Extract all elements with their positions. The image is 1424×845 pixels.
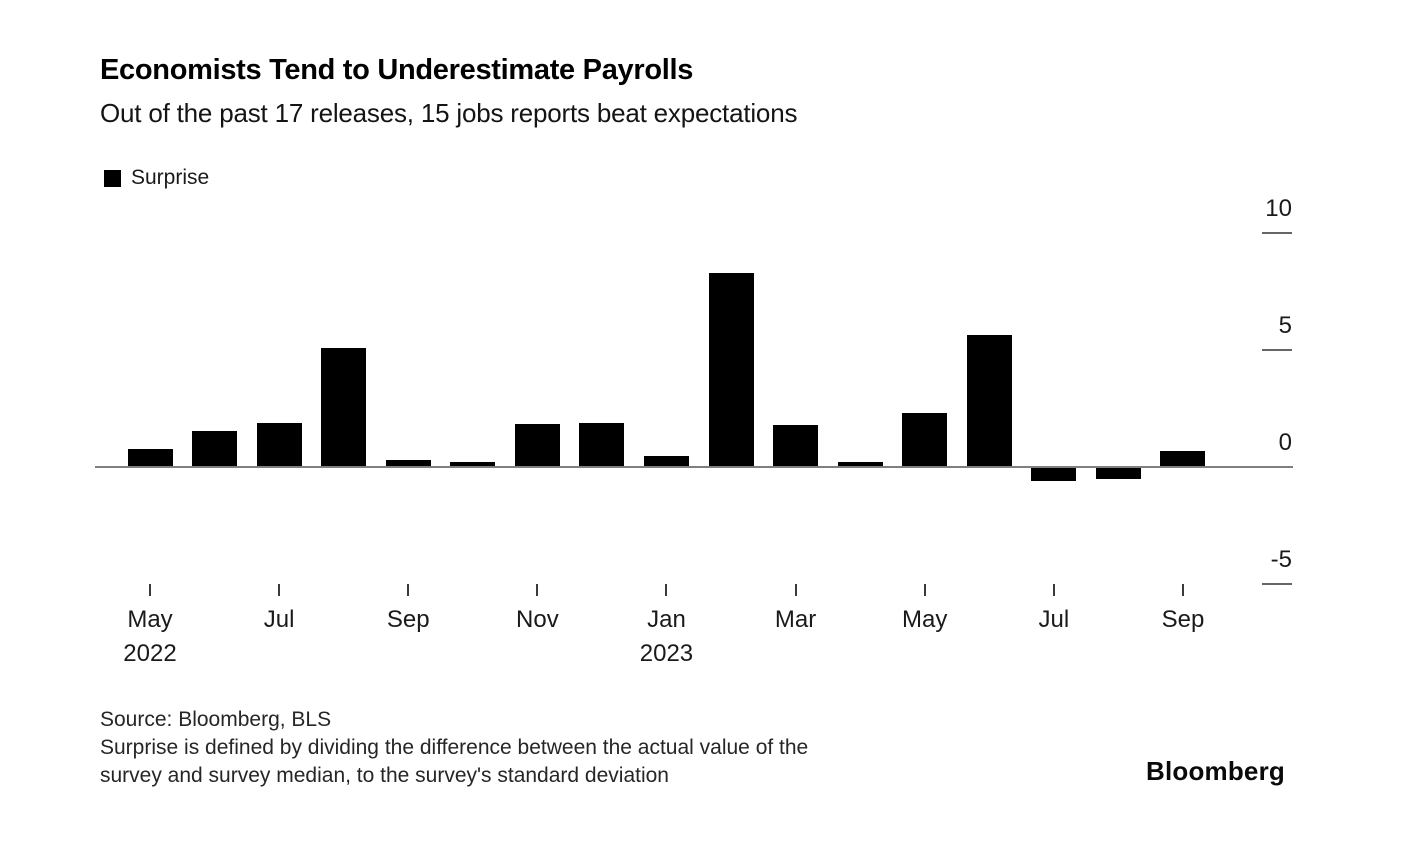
note-text-line2: survey and survey median, to the survey'… xyxy=(100,764,669,787)
x-axis-tick xyxy=(149,584,151,596)
source-text: Source: Bloomberg, BLS xyxy=(100,708,332,731)
bar-jul-2023 xyxy=(1031,467,1077,482)
x-axis-label: Sep xyxy=(1161,606,1205,633)
y-axis-tick xyxy=(1262,232,1292,234)
bar-may-2023 xyxy=(902,413,948,467)
x-axis-tick xyxy=(1052,584,1055,596)
x-axis-label: Sep xyxy=(386,606,430,633)
y-axis-label: 5 xyxy=(1278,312,1292,339)
bar-oct-2022 xyxy=(450,462,496,467)
x-axis-label: Jan xyxy=(647,606,686,633)
x-axis-label: Jul xyxy=(1038,606,1070,633)
bar-feb-2023 xyxy=(708,272,754,467)
y-axis-tick xyxy=(1262,349,1292,351)
legend: Surprise xyxy=(104,166,209,190)
y-axis-tick xyxy=(1262,583,1292,585)
note-text-line1: Surprise is defined by dividing the diff… xyxy=(100,736,809,759)
x-axis-tick xyxy=(923,584,926,596)
x-axis-label: May xyxy=(902,606,948,633)
x-axis-tick xyxy=(407,584,410,596)
bar-sep-2022 xyxy=(385,459,431,467)
x-axis-tick xyxy=(278,584,281,596)
bar-sep-2023 xyxy=(1160,450,1206,467)
bar-jun-2023 xyxy=(966,334,1012,467)
y-axis-label: 0 xyxy=(1278,429,1292,456)
bloomberg-logo: Bloomberg xyxy=(1145,756,1285,786)
bar-apr-2023 xyxy=(837,462,883,467)
zero-axis-line xyxy=(95,466,1293,468)
bar-aug-2022 xyxy=(321,347,367,467)
x-axis-year-label: 2022 xyxy=(123,640,177,667)
bar-may-2022 xyxy=(127,449,173,467)
x-axis-year-label: 2023 xyxy=(639,640,694,667)
x-axis-tick xyxy=(536,584,539,596)
x-axis-tick xyxy=(794,584,797,596)
bar-jun-2022 xyxy=(192,430,238,467)
footer: Source: Bloomberg, BLS Surprise is defin… xyxy=(100,706,808,790)
x-axis-label: May xyxy=(127,606,173,633)
x-axis-tick xyxy=(1181,584,1184,596)
legend-swatch-icon xyxy=(104,169,121,187)
bar-dec-2022 xyxy=(579,422,625,467)
legend-label: Surprise xyxy=(131,166,210,189)
bar-aug-2023 xyxy=(1095,467,1141,479)
y-axis-label: -5 xyxy=(1270,546,1292,573)
x-axis-tick xyxy=(665,584,668,596)
y-axis-label: 10 xyxy=(1265,195,1292,222)
bar-mar-2023 xyxy=(773,424,819,467)
chart-title: Economists Tend to Underestimate Payroll… xyxy=(100,54,694,86)
bar-jul-2022 xyxy=(256,422,302,467)
x-axis-label: Nov xyxy=(516,606,559,633)
bar-jan-2023 xyxy=(643,456,689,467)
x-axis-label: Mar xyxy=(774,606,817,633)
chart-subtitle: Out of the past 17 releases, 15 jobs rep… xyxy=(100,98,798,128)
bar-nov-2022 xyxy=(514,423,560,467)
x-axis-label: Jul xyxy=(263,606,295,633)
